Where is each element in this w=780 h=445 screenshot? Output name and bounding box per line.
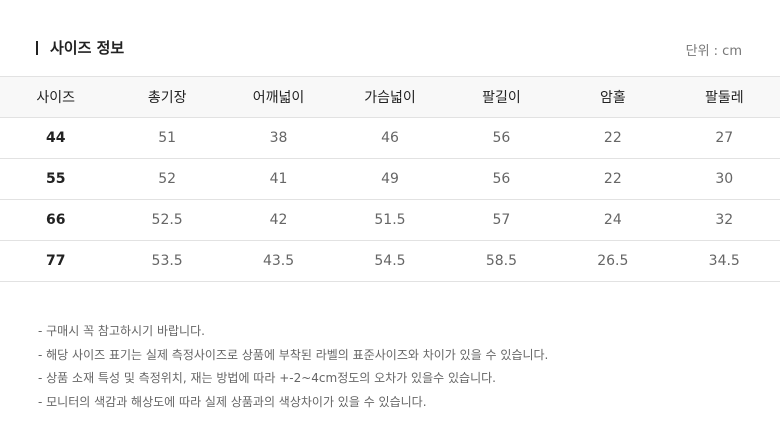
header-armhole: 암홀 [557,76,669,118]
table-row: 55 52 41 49 56 22 30 [0,158,780,200]
table-header-row: 사이즈 총기장 어깨넓이 가슴넓이 팔길이 암홀 팔둘레 [0,76,780,118]
header-shoulder: 어깨넓이 [222,76,335,118]
measure-cell: 54.5 [334,240,446,282]
header-chest: 가슴넓이 [334,76,446,118]
measure-cell: 34.5 [668,240,780,282]
table-row: 77 53.5 43.5 54.5 58.5 26.5 34.5 [0,240,780,282]
table-row: 66 52.5 42 51.5 57 24 32 [0,199,780,241]
unit-label: 단위 : cm [685,44,742,59]
measure-cell: 38 [222,117,335,159]
measure-cell: 41 [222,158,335,200]
measure-cell: 22 [557,117,669,159]
header-size: 사이즈 [0,76,112,118]
measure-cell: 51.5 [334,199,446,241]
size-cell: 66 [0,199,112,241]
measure-cell: 32 [668,199,780,241]
measure-cell: 52 [111,158,223,200]
measure-cell: 56 [445,158,558,200]
measure-cell: 26.5 [557,240,669,282]
measure-cell: 46 [334,117,446,159]
note: - 상품 소재 특성 및 측정위치, 재는 방법에 따라 +-2~4cm정도의 … [38,371,496,386]
note: - 모니터의 색감과 해상도에 따라 실제 상품과의 색상차이가 있을 수 있습… [38,394,427,409]
size-cell: 44 [0,117,112,159]
section-title: 사이즈 정보 [36,37,124,58]
size-cell: 55 [0,158,112,200]
size-cell: 77 [0,240,112,282]
size-table: 사이즈 총기장 어깨넓이 가슴넓이 팔길이 암홀 팔둘레 44 51 38 46 56 2… [0,76,780,282]
measure-cell: 42 [222,199,335,241]
table-row: 44 51 38 46 56 22 27 [0,117,780,159]
measure-cell: 43.5 [222,240,335,282]
measure-cell: 49 [334,158,446,200]
measure-cell: 52.5 [111,199,223,241]
measure-cell: 58.5 [445,240,558,282]
measure-cell: 22 [557,158,669,200]
measure-cell: 27 [668,117,780,159]
header-total-length: 총기장 [111,76,223,118]
title-bar-marker [36,40,38,55]
measure-cell: 57 [445,199,558,241]
header-sleeve: 팔길이 [445,76,558,118]
measure-cell: 51 [111,117,223,159]
measure-cell: 56 [445,117,558,159]
notes: - 구매시 꼭 참고하시기 바랍니다. - 해당 사이즈 표기는 실제 측정사이… [38,320,548,414]
title-text: 사이즈 정보 [50,39,125,57]
header-arm-circumference: 팔둘레 [668,76,780,118]
note: - 구매시 꼭 참고하시기 바랍니다. [38,324,205,338]
measure-cell: 53.5 [111,240,223,282]
measure-cell: 24 [557,199,669,241]
measure-cell: 30 [668,158,780,200]
note: - 해당 사이즈 표기는 실제 측정사이즈로 상품에 부착된 라벨의 표준사이즈… [38,347,549,362]
